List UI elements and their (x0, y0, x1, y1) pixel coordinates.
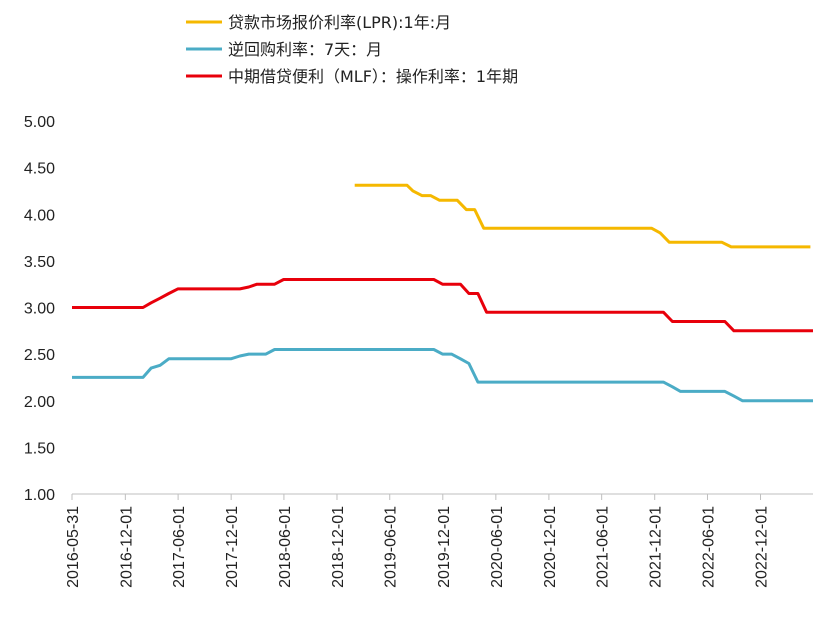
x-tick-label: 2016-05-31 (65, 506, 82, 588)
x-axis: 2016-05-31 2016-12-01 2017-06-01 2017-12-01… (65, 493, 813, 588)
legend-label: 中期借贷便利（MLF）：操作利率：1年期 (228, 67, 518, 86)
y-tick-label: 5.00 (24, 114, 55, 131)
series-line (72, 278, 813, 333)
legend-item: 中期借贷便利（MLF）：操作利率：1年期 (186, 67, 518, 86)
legend-label: 贷款市场报价利率(LPR):1年:月 (228, 13, 451, 32)
x-tick-label: 2020-12-01 (542, 506, 559, 588)
chart-legend: 贷款市场报价利率(LPR):1年:月逆回购利率：7天：月中期借贷便利（MLF）：… (186, 13, 518, 86)
y-tick-label: 1.50 (24, 440, 55, 457)
y-tick-label: 2.50 (24, 347, 55, 364)
series-line (72, 348, 813, 403)
x-tick-label: 2017-06-01 (171, 506, 188, 588)
x-tick-label: 2016-12-01 (118, 506, 135, 588)
x-tick-label: 2022-12-01 (754, 506, 771, 588)
x-tick-label: 2018-06-01 (277, 506, 294, 588)
legend-item: 逆回购利率：7天：月 (186, 40, 382, 59)
x-tick-label: 2019-06-01 (383, 506, 400, 588)
x-tick-label: 2018-12-01 (330, 506, 347, 588)
x-tick-label: 2019-12-01 (436, 506, 453, 588)
legend-item: 贷款市场报价利率(LPR):1年:月 (186, 13, 451, 32)
x-tick-label: 2017-12-01 (224, 506, 241, 588)
x-tick-label: 2022-06-01 (700, 506, 717, 588)
y-tick-label: 2.00 (24, 394, 55, 411)
series-lines (72, 183, 813, 403)
x-tick-label: 2021-12-01 (648, 506, 665, 588)
y-tick-label: 3.00 (24, 301, 55, 318)
y-tick-label: 4.50 (24, 161, 55, 178)
y-tick-label: 4.00 (24, 207, 55, 224)
x-tick-label: 2020-06-01 (489, 506, 506, 588)
x-tick-label: 2021-06-01 (595, 506, 612, 588)
series-line (354, 183, 811, 249)
y-axis-tick-labels: 1.00 1.50 2.00 2.50 3.00 3.50 4.00 4.50 5.00 (24, 114, 55, 504)
y-tick-label: 3.50 (24, 254, 55, 271)
y-tick-label: 1.00 (24, 487, 55, 504)
legend-label: 逆回购利率：7天：月 (228, 40, 382, 59)
